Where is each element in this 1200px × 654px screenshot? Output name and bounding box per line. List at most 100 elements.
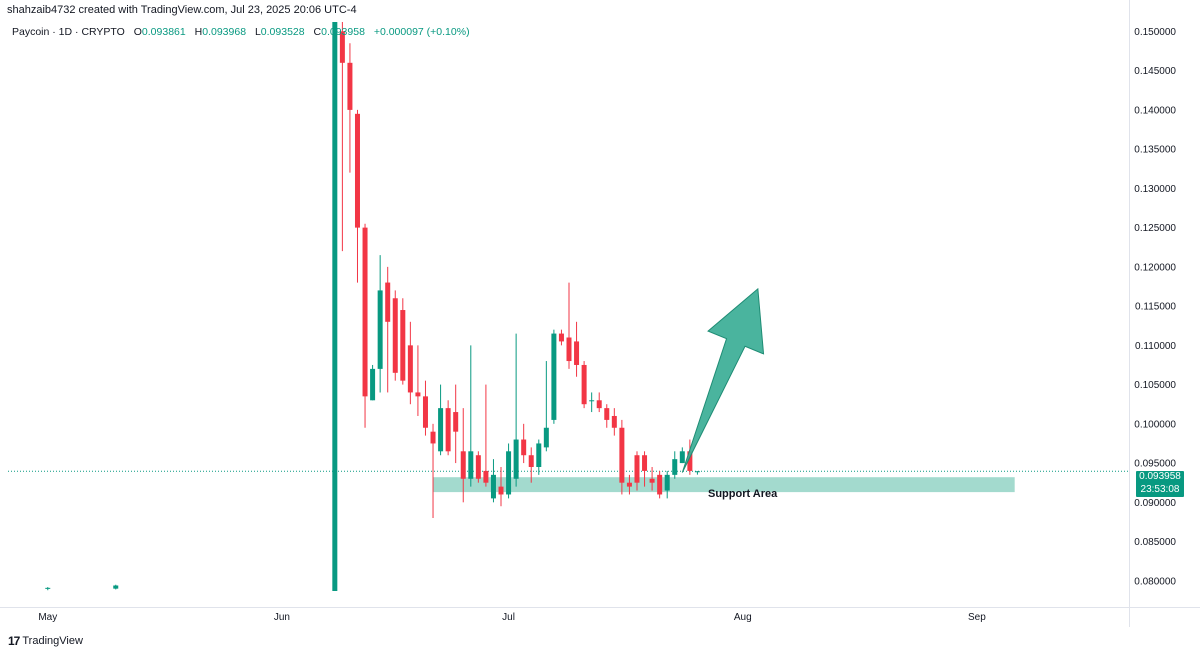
candle[interactable] [596,392,602,413]
candle-body [649,478,655,483]
candle[interactable] [460,408,466,503]
candle[interactable] [694,471,700,475]
price-tick-label: 0.105000 [1134,380,1176,391]
candle-body [354,113,360,228]
candle[interactable] [113,584,119,590]
candle[interactable] [513,333,519,487]
candle[interactable] [490,459,496,503]
candle-body [483,470,489,483]
time-axis[interactable]: May Jun Jul Aug Sep [38,612,986,623]
symbol-label[interactable]: Paycoin · 1D · CRYPTO [12,26,125,38]
up-arrow-drawing[interactable] [681,287,765,473]
candle-body [445,408,451,452]
last-price-value: 0.093958 [1139,471,1181,482]
candle[interactable] [453,384,459,464]
bar-countdown: 23:53:08 [1140,483,1180,495]
candle-body [490,474,496,499]
candle[interactable] [626,474,632,495]
candle[interactable] [642,451,648,487]
candle[interactable] [407,321,413,405]
support-area-label: Support Area [708,488,778,500]
candle[interactable] [649,466,655,491]
candle[interactable] [611,408,617,436]
candle[interactable] [551,329,557,424]
candle[interactable] [415,345,421,416]
candle[interactable] [438,384,444,456]
price-tick-label: 0.135000 [1134,145,1176,156]
candle[interactable] [354,109,360,283]
candle-body [430,431,436,444]
candle[interactable] [558,329,564,346]
candle[interactable] [657,470,663,499]
candle[interactable] [521,423,527,464]
candle[interactable] [536,439,542,475]
candle[interactable] [339,22,345,252]
low-value: 0.093528 [260,26,305,38]
candle-body [611,415,617,428]
candle[interactable] [483,384,489,487]
candle[interactable] [574,321,580,377]
candle[interactable] [347,43,353,173]
candle[interactable] [370,364,376,401]
candle-body [339,31,345,63]
candle-body [543,427,549,448]
candle[interactable] [528,447,534,483]
candle-body [392,298,398,373]
price-tick-label: 0.130000 [1134,184,1176,195]
open-value: 0.093861 [141,26,186,38]
candle[interactable] [422,380,428,436]
price-tick-label: 0.125000 [1134,223,1176,234]
candle-body [566,337,572,362]
candle[interactable] [679,447,685,464]
candle[interactable] [445,400,451,456]
candle[interactable] [543,361,549,452]
candle-body [604,408,610,420]
candle-body [460,451,466,479]
price-tick-label: 0.115000 [1135,302,1176,313]
price-tick-label: 0.145000 [1134,66,1176,77]
candle-body [400,310,406,381]
candle[interactable] [475,451,481,483]
candle[interactable] [619,419,625,495]
candle-body [468,451,474,479]
time-tick-label: Jun [274,612,290,623]
candle-body [657,474,663,495]
candle[interactable] [604,404,610,428]
candle[interactable] [362,223,368,428]
candle[interactable] [498,466,504,507]
candle-body [679,451,685,464]
candle-body [574,341,580,365]
candle-body [377,290,383,369]
candle-body [422,396,428,428]
candle[interactable] [581,361,587,409]
candle[interactable] [377,255,383,393]
candle[interactable] [392,290,398,381]
candle[interactable] [506,443,512,499]
time-tick-label: Sep [968,612,986,623]
candle-body [521,439,527,456]
price-tick-label: 0.150000 [1134,27,1176,38]
price-tick-label: 0.140000 [1134,105,1176,116]
price-tick-label: 0.090000 [1134,498,1176,509]
candle[interactable] [400,298,406,385]
candle[interactable] [634,451,640,491]
price-axis[interactable]: 0.080000 0.085000 0.090000 0.095000 0.100000… [1134,27,1176,587]
candle[interactable] [430,423,436,519]
candle[interactable] [332,22,338,591]
candle[interactable] [672,451,678,479]
candle[interactable] [566,282,572,369]
candle-body [642,455,648,471]
candle[interactable] [385,266,391,393]
candle-body [370,368,376,401]
candle-body [619,427,625,483]
candle[interactable] [468,345,474,487]
candle[interactable] [664,470,670,499]
candle-body [528,455,534,467]
candle[interactable] [589,392,595,413]
candle-body [687,451,693,471]
support-area-zone[interactable] [433,477,1015,493]
candle[interactable] [45,587,51,591]
candle-body [498,486,504,495]
open-label: O [133,26,142,38]
